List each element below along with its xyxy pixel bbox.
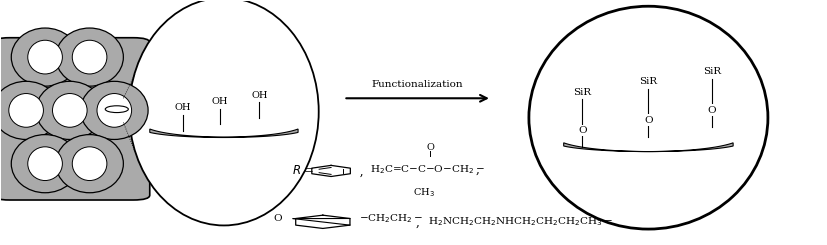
Text: $R$ =: $R$ =	[291, 164, 314, 177]
Ellipse shape	[55, 28, 123, 86]
Ellipse shape	[55, 135, 123, 193]
Text: O: O	[578, 126, 587, 135]
Text: SiR: SiR	[703, 67, 721, 76]
Text: ,: ,	[415, 215, 419, 228]
Text: H$_2$C=C$-$C$-$O$-$CH$_2-$: H$_2$C=C$-$C$-$O$-$CH$_2-$	[370, 163, 485, 176]
Text: O: O	[644, 116, 653, 124]
Text: SiR: SiR	[573, 87, 591, 97]
Ellipse shape	[52, 94, 87, 127]
Polygon shape	[564, 143, 733, 152]
Text: OH: OH	[251, 91, 268, 100]
Ellipse shape	[36, 81, 103, 139]
FancyBboxPatch shape	[0, 38, 150, 200]
Ellipse shape	[9, 94, 44, 127]
Ellipse shape	[12, 28, 79, 86]
Text: Functionalization: Functionalization	[372, 80, 463, 89]
Ellipse shape	[129, 0, 318, 225]
Ellipse shape	[529, 6, 768, 229]
Text: O: O	[708, 106, 716, 115]
Ellipse shape	[28, 40, 62, 74]
Text: CH$_3$: CH$_3$	[414, 186, 435, 199]
Ellipse shape	[72, 40, 107, 74]
Text: ,: ,	[476, 163, 479, 176]
Text: OH: OH	[174, 103, 191, 112]
Polygon shape	[150, 129, 298, 137]
Text: O: O	[274, 214, 282, 223]
Text: SiR: SiR	[639, 77, 657, 86]
Text: OH: OH	[212, 97, 228, 106]
Ellipse shape	[28, 147, 62, 181]
Text: H$_2$NCH$_2$CH$_2$NHCH$_2$CH$_2$CH$_2$CH$_3-$: H$_2$NCH$_2$CH$_2$NHCH$_2$CH$_2$CH$_2$CH…	[428, 215, 613, 228]
Ellipse shape	[80, 81, 148, 139]
Ellipse shape	[72, 147, 107, 181]
Text: O: O	[426, 143, 434, 152]
Text: ,: ,	[356, 164, 363, 177]
Text: $-$CH$_2$CH$_2-$: $-$CH$_2$CH$_2-$	[359, 212, 423, 224]
Ellipse shape	[97, 94, 131, 127]
Ellipse shape	[12, 135, 79, 193]
Ellipse shape	[0, 81, 60, 139]
